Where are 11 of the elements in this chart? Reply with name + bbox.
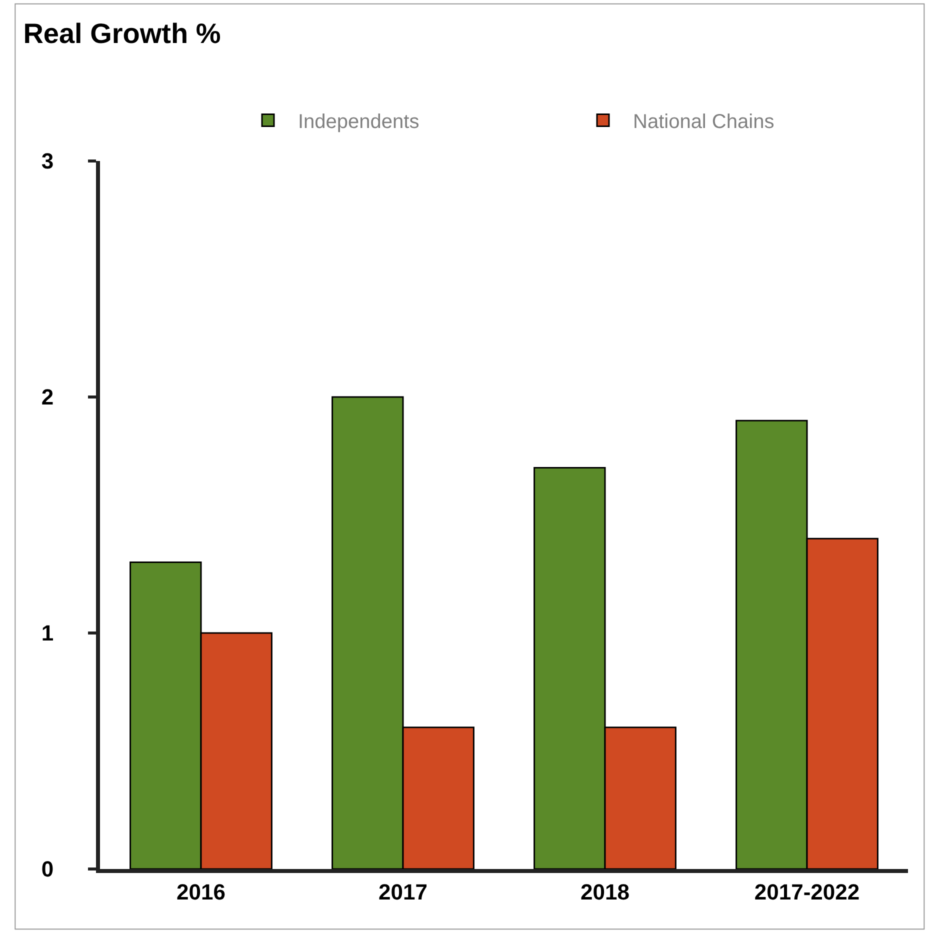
- x-tick-label: 2016: [176, 879, 226, 904]
- y-tick-label: 2: [41, 384, 54, 410]
- legend-label: Independents: [298, 111, 420, 134]
- y-tick-label: 1: [41, 620, 54, 646]
- chart-title: Real Growth %: [23, 18, 221, 49]
- y-tick-label: 0: [41, 856, 54, 882]
- y-tick-label: 3: [41, 148, 54, 174]
- x-tick-label: 2018: [580, 879, 630, 904]
- x-tick-label: 2017-2022: [754, 879, 860, 904]
- legend-label: National Chains: [633, 111, 774, 134]
- x-tick-label: 2017: [378, 879, 428, 904]
